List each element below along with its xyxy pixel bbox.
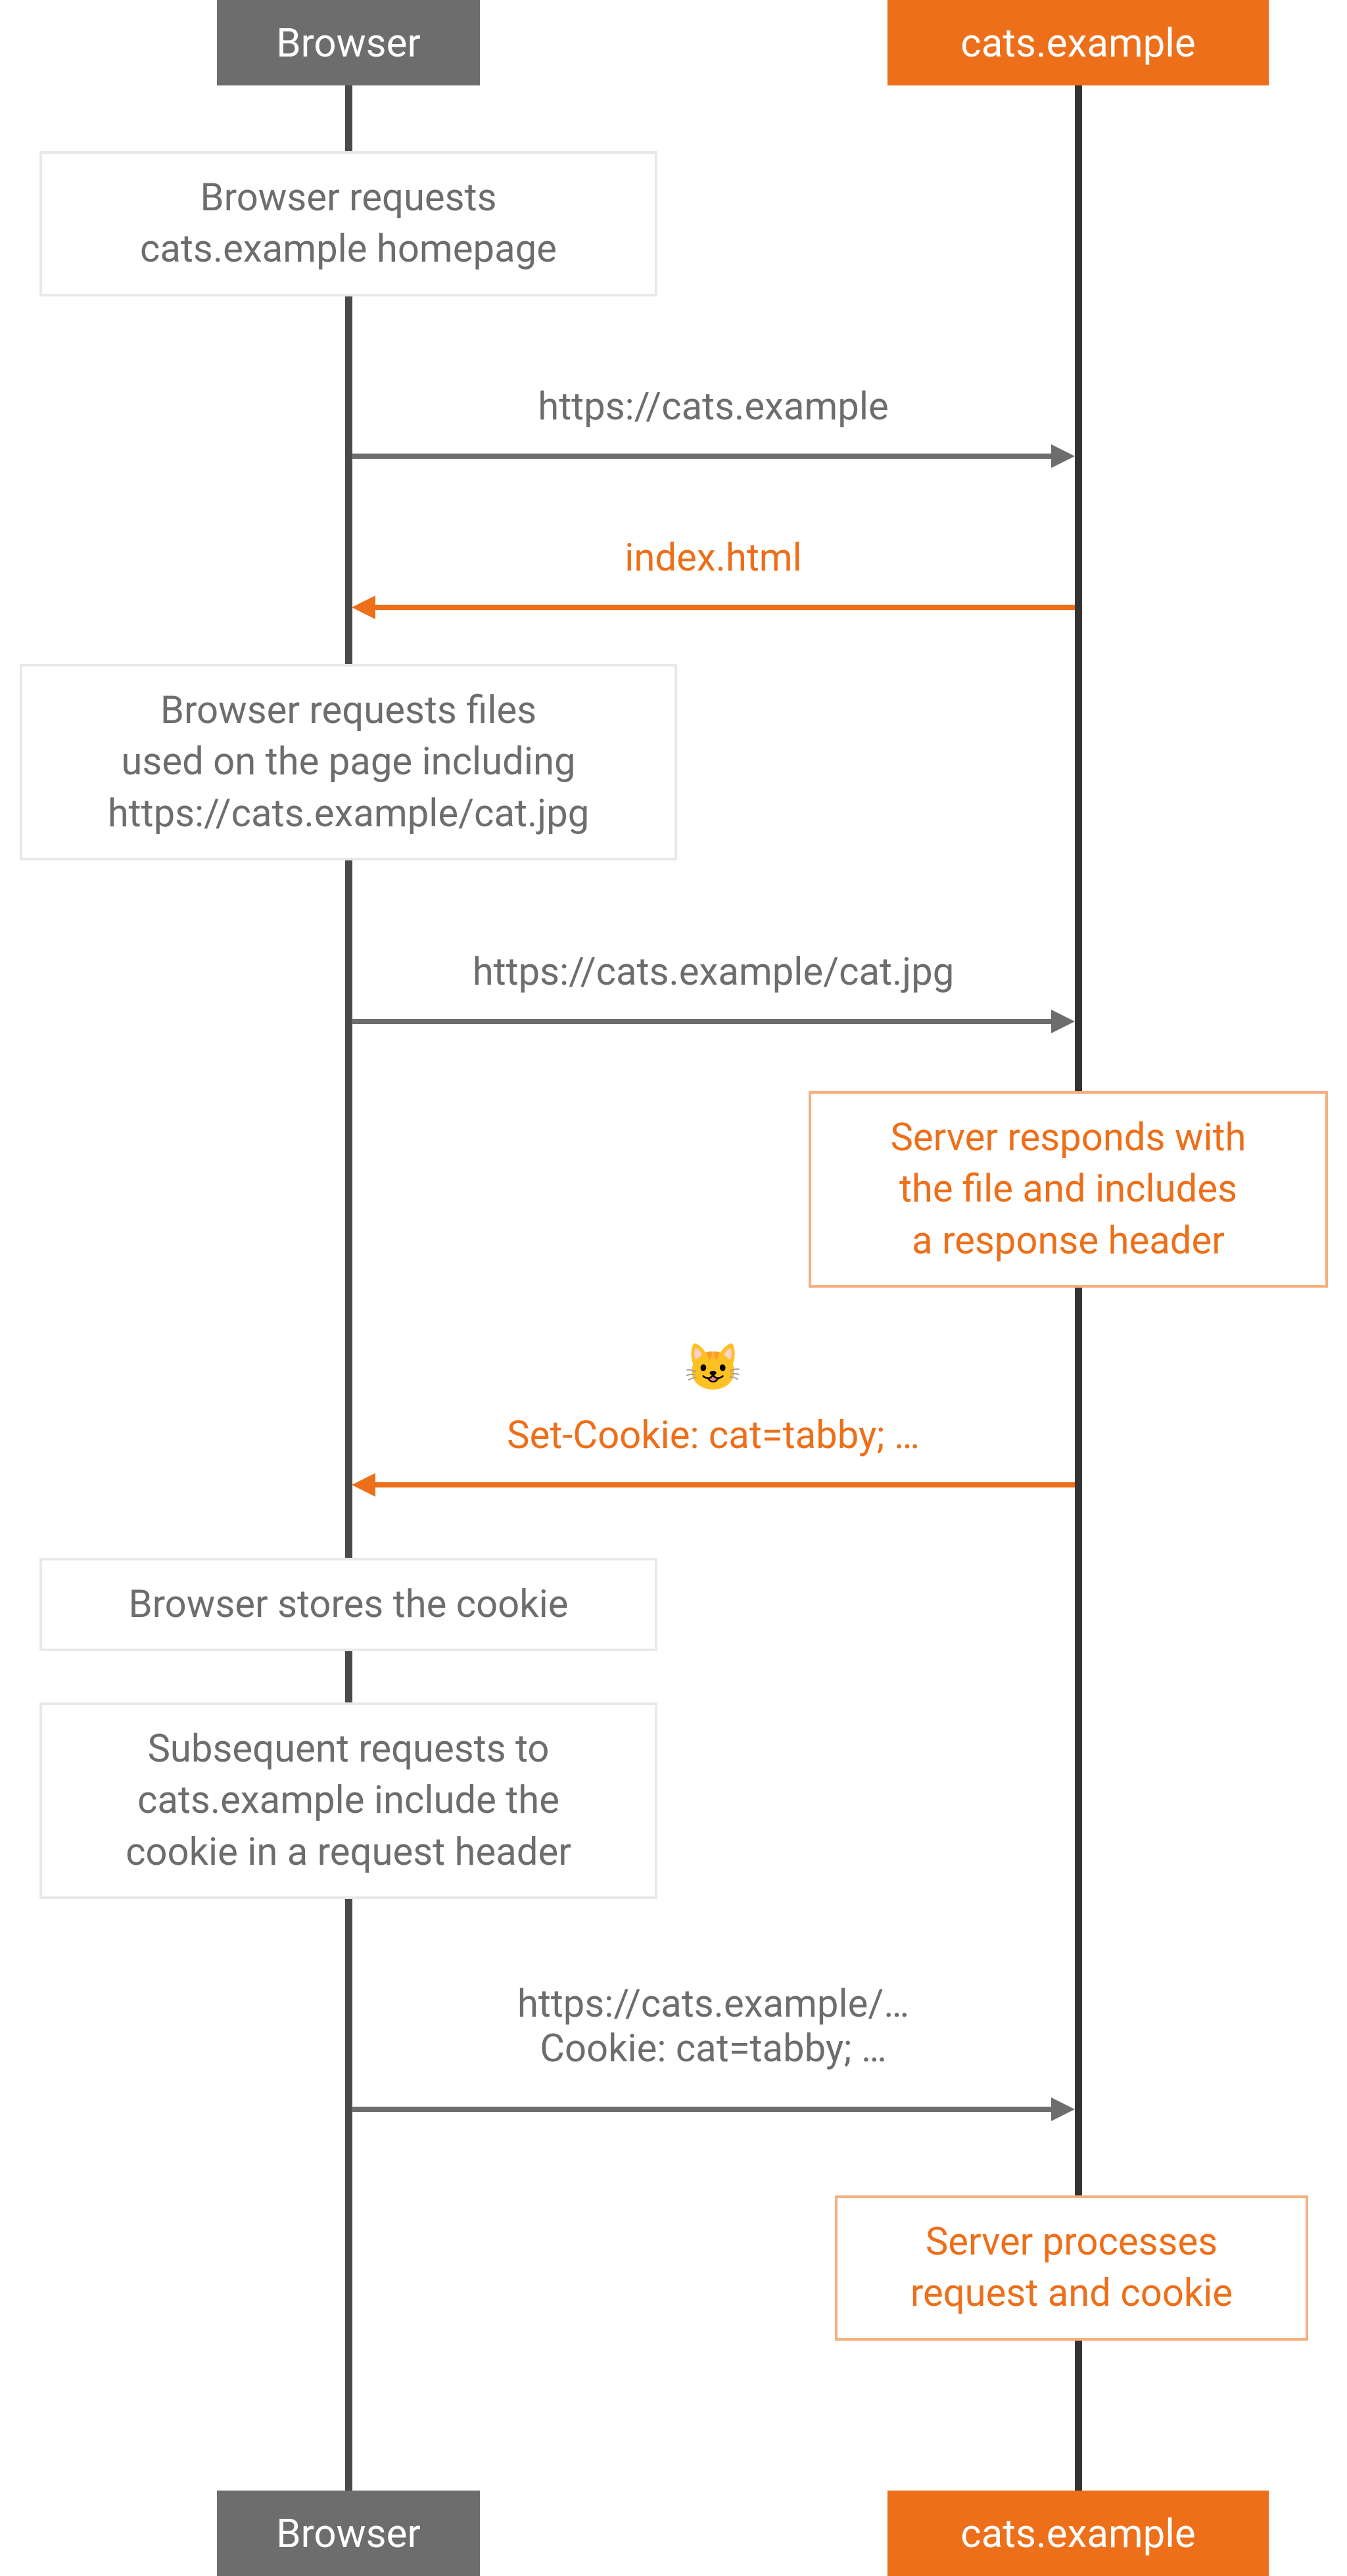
server-footer-label: cats.example	[960, 2510, 1195, 2557]
arrow-head-set-cookie	[352, 1473, 375, 1497]
sequence-diagram: Browser cats.example Browser requests ca…	[0, 0, 1347, 2576]
note-line: Subsequent requests to	[68, 1723, 628, 1775]
server-header-label: cats.example	[960, 20, 1195, 66]
note-subsequent-requests: Subsequent requests to cats.example incl…	[39, 1702, 657, 1899]
note-browser-request-files: Browser requests files used on the page …	[20, 664, 677, 860]
msg-label-set-cookie: Set-Cookie: cat=tabby; …	[352, 1413, 1075, 1458]
msg-label-index-html: index.html	[352, 536, 1075, 580]
note-browser-request-homepage: Browser requests cats.example homepage	[39, 151, 657, 296]
note-line: used on the page including	[49, 736, 648, 787]
note-line: Server processes	[864, 2216, 1279, 2268]
arrow-request-with-cookie	[352, 2107, 1052, 2112]
note-line: cookie in a request header	[68, 1827, 628, 1878]
note-line: cats.example homepage	[68, 223, 628, 275]
arrow-head-request-homepage	[1051, 444, 1075, 468]
browser-footer-label: Browser	[276, 2510, 421, 2557]
arrow-set-cookie	[374, 1482, 1075, 1487]
arrow-request-homepage	[352, 454, 1052, 459]
browser-header-label: Browser	[276, 20, 421, 66]
arrow-head-request-with-cookie	[1051, 2097, 1075, 2121]
note-line: the file and includes	[838, 1163, 1299, 1215]
msg-label-request-with-cookie: https://cats.example/… Cookie: cat=tabby…	[352, 1982, 1075, 2071]
note-line: Server responds with	[838, 1112, 1299, 1163]
arrow-head-index-html	[352, 596, 375, 619]
note-line: a response header	[838, 1215, 1299, 1267]
cat-icon: 😺	[352, 1341, 1075, 1395]
note-line: request and cookie	[864, 2268, 1279, 2319]
browser-lifeline	[345, 85, 352, 2491]
arrow-head-request-catjpg	[1051, 1010, 1075, 1033]
arrow-index-html	[374, 605, 1075, 610]
note-line: Browser stores the cookie	[68, 1579, 628, 1630]
note-line: https://cats.example/cat.jpg	[49, 788, 648, 839]
note-server-processes: Server processes request and cookie	[835, 2195, 1308, 2341]
browser-header: Browser	[217, 0, 480, 85]
note-line: Browser requests files	[49, 685, 648, 736]
arrow-request-catjpg	[352, 1019, 1052, 1024]
server-footer: cats.example	[887, 2491, 1269, 2576]
msg-label-request-homepage: https://cats.example	[352, 385, 1075, 429]
server-lifeline	[1075, 85, 1082, 2491]
note-server-response-header: Server responds with the file and includ…	[809, 1091, 1328, 1288]
note-line: Browser requests	[68, 172, 628, 223]
note-line: cats.example include the	[68, 1775, 628, 1826]
note-browser-stores-cookie: Browser stores the cookie	[39, 1558, 657, 1651]
server-header: cats.example	[887, 0, 1269, 85]
msg-label-request-catjpg: https://cats.example/cat.jpg	[352, 950, 1075, 995]
browser-footer: Browser	[217, 2491, 480, 2576]
